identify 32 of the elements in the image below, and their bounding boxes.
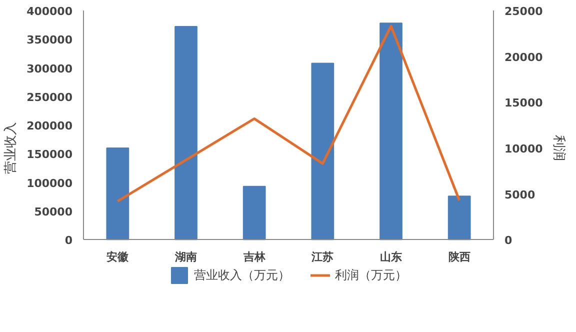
x-tick-label: 湖南 — [174, 250, 197, 264]
y-tick-label: 350000 — [26, 34, 73, 47]
y-tick-label: 250000 — [26, 90, 73, 104]
legend-label: 利润（万元） — [335, 266, 407, 284]
bar — [174, 26, 198, 240]
line-series — [116, 24, 461, 202]
y2-tick-label: 10000 — [504, 142, 544, 156]
y2-tick-label: 5000 — [504, 188, 536, 202]
y-tick-label: 200000 — [26, 120, 73, 133]
y2-axis-title: 利润 — [550, 135, 566, 161]
bar — [242, 186, 266, 240]
y-tick-label: 50000 — [34, 206, 73, 219]
x-tick-label: 安徽 — [106, 250, 130, 264]
x-tick-label: 吉林 — [242, 250, 266, 264]
y-tick-label: 150000 — [26, 148, 73, 162]
y-tick-label: 100000 — [26, 176, 73, 190]
x-tick-label: 江苏 — [310, 250, 334, 264]
y2-tick-label: 20000 — [504, 50, 544, 64]
bar — [448, 196, 471, 240]
bar — [380, 22, 402, 240]
y2-tick-label: 25000 — [504, 5, 544, 18]
bar — [311, 62, 334, 240]
y-tick-label: 400000 — [26, 5, 73, 18]
y-tick-label: 300000 — [26, 62, 73, 76]
y2-tick-label: 0 — [504, 234, 512, 248]
y-tick-label: 0 — [64, 234, 73, 248]
legend-label: 营业收入（万元） — [194, 266, 290, 284]
x-tick-label: 陕西 — [448, 250, 470, 264]
bar — [106, 148, 130, 240]
x-tick-label: 山东 — [380, 250, 402, 264]
y-axis-title: 营业收入 — [4, 122, 19, 174]
y2-tick-label: 15000 — [504, 96, 544, 110]
